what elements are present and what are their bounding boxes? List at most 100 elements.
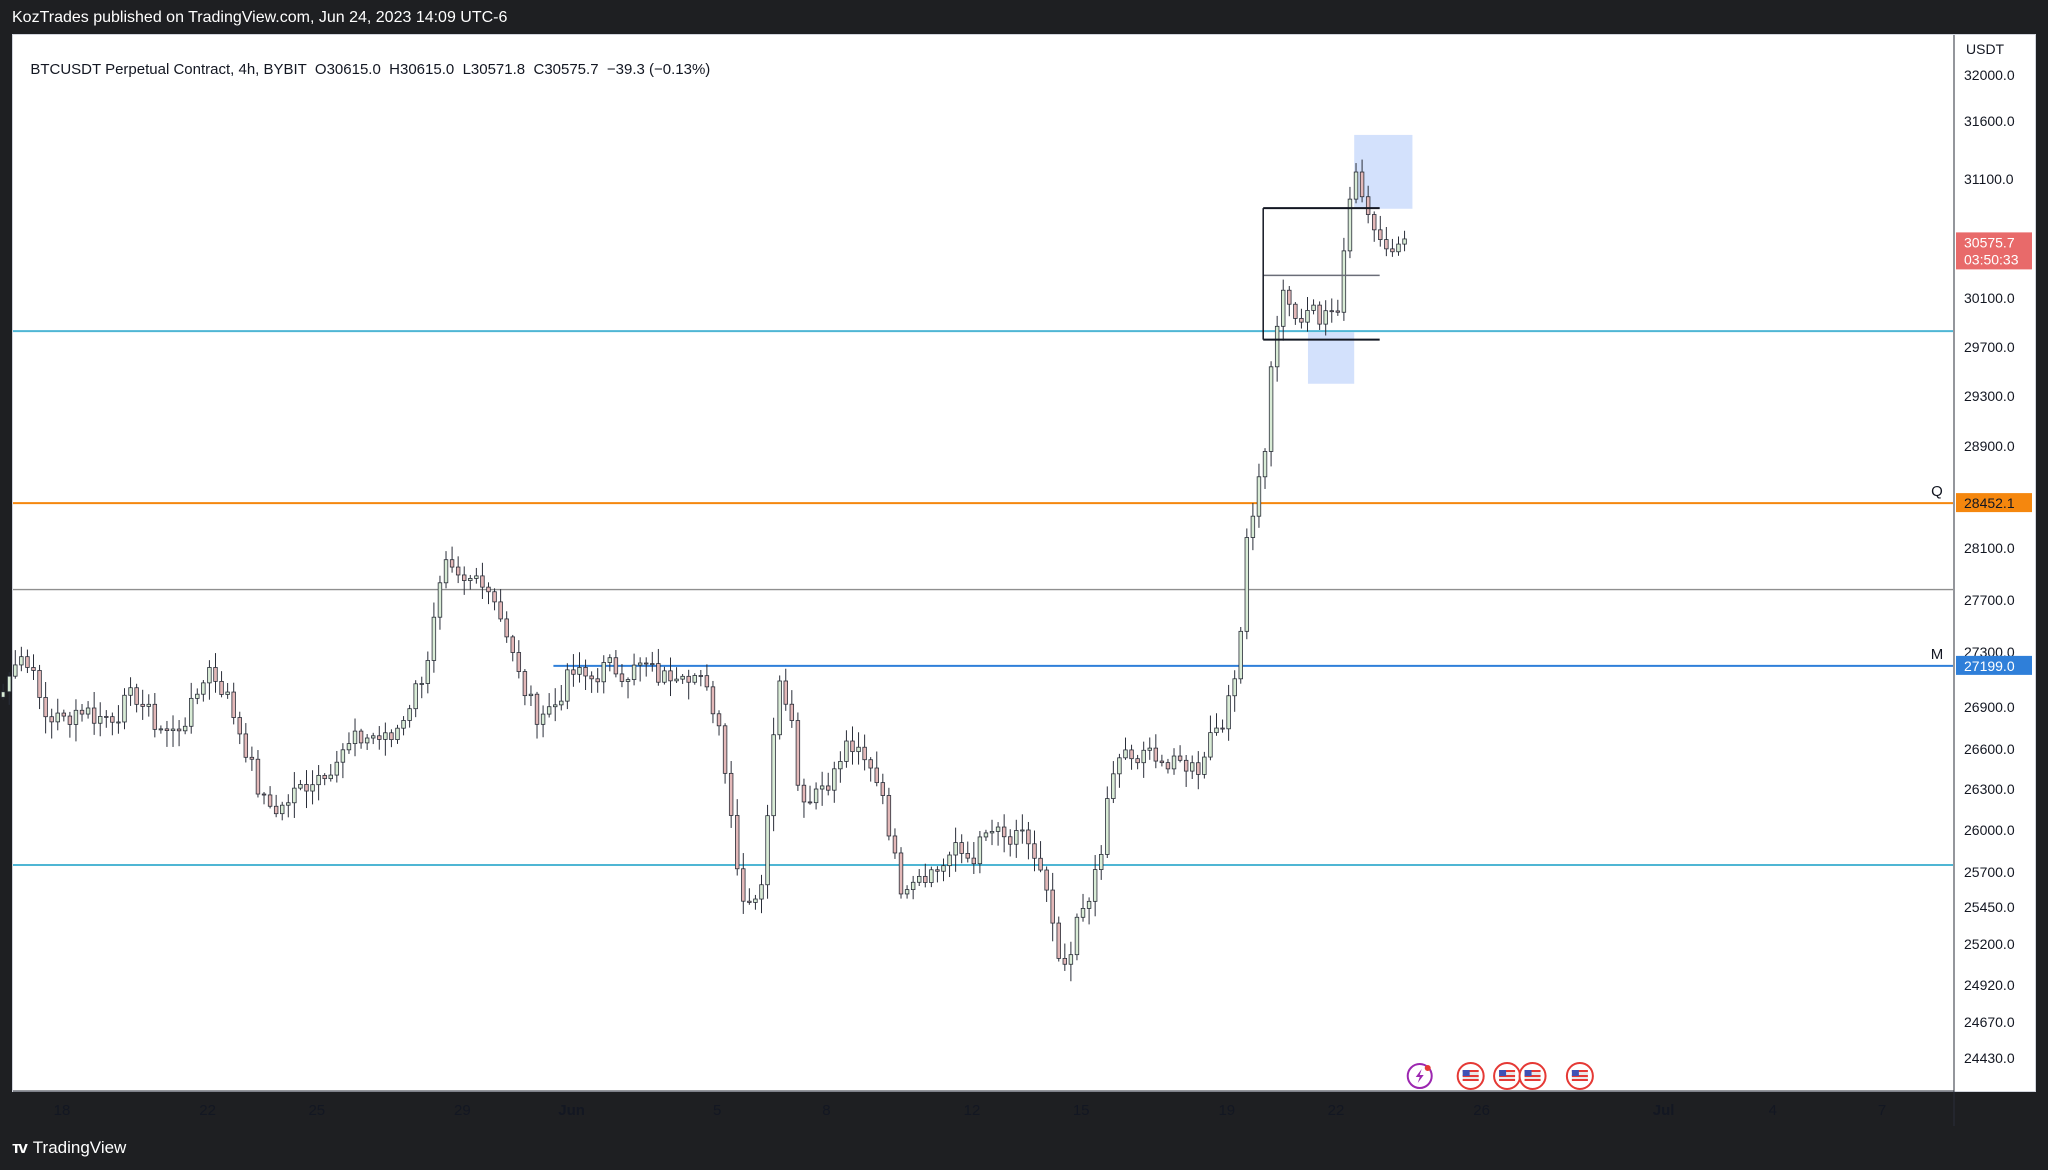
candle-body [1305, 310, 1310, 323]
candle-175 [1050, 872, 1055, 942]
candle-body [662, 670, 667, 683]
candle-98 [583, 659, 588, 690]
candle-body [637, 662, 643, 666]
candle-16 [85, 701, 91, 719]
candle-181 [1086, 897, 1092, 925]
published-by-header: KozTrades published on TradingView.com, … [12, 9, 508, 26]
last-price-badge [1956, 232, 2032, 270]
candle-221 [1329, 298, 1334, 323]
candle-78 [462, 566, 467, 595]
candle-65 [383, 722, 388, 756]
candle-53 [310, 770, 315, 805]
candle-149 [892, 828, 898, 859]
candle-body [273, 805, 279, 815]
candle-body [1232, 678, 1237, 697]
candle-body [267, 794, 273, 807]
candle-body [553, 704, 558, 708]
candle-body [85, 707, 91, 715]
candle-body [571, 669, 576, 675]
candle-220 [1323, 300, 1328, 336]
candle-121 [722, 723, 728, 784]
candle-21 [116, 705, 121, 734]
chart-frame[interactable] [12, 34, 2036, 1092]
candlestick-chart[interactable]: Q M USDT 32000.0 31600.0 31100.0 30100.0 29700.… [0, 0, 2048, 1138]
candle-body [989, 831, 995, 834]
x-tick-label: 22 [1328, 1102, 1345, 1119]
candle-body [1165, 762, 1171, 770]
candle-body [1008, 836, 1013, 845]
candle-body [492, 591, 497, 603]
candle-87 [516, 640, 522, 679]
candle-10 [49, 708, 54, 739]
candle-225 [1353, 163, 1359, 204]
candle-body [1074, 916, 1080, 956]
candle-body [286, 802, 291, 806]
candle-body [777, 680, 782, 736]
candle-200 [1202, 751, 1207, 779]
candle-body [1099, 854, 1104, 870]
candle-body [722, 725, 728, 774]
candle-197 [1183, 754, 1189, 787]
candle-231 [1390, 238, 1395, 257]
candle-body [522, 671, 528, 697]
candle-150 [898, 847, 904, 899]
candle-body [292, 787, 297, 804]
candle-body [152, 703, 158, 730]
candle-body [1014, 830, 1019, 845]
x-tick-label: 22 [199, 1102, 216, 1119]
candle-41 [237, 711, 242, 745]
level-badge-bg [1956, 655, 2032, 675]
candle-body [134, 687, 139, 705]
candle-body [1341, 250, 1347, 313]
y-tick-label: 31600.0 [1964, 113, 2015, 129]
candle-159 [953, 827, 958, 872]
candle-92 [546, 693, 552, 718]
candle-116 [692, 673, 697, 685]
candle-body [546, 706, 552, 715]
candle-69 [407, 704, 412, 728]
candle-113 [674, 667, 679, 684]
candle-57 [334, 750, 340, 783]
candle-body [583, 667, 588, 677]
candle-body [856, 746, 861, 753]
candle-body [904, 889, 910, 895]
candle-38 [219, 671, 224, 698]
candle-body [947, 854, 952, 867]
candle-body [832, 768, 837, 791]
candle-body [352, 730, 358, 745]
candle-36 [207, 660, 212, 700]
x-tick-label: 5 [713, 1102, 721, 1119]
candle-15 [79, 704, 85, 722]
y-tick-label: 30100.0 [1964, 290, 2015, 306]
candle-32 [182, 717, 188, 735]
y-tick-label: 25200.0 [1964, 936, 2015, 952]
candle-body [498, 601, 503, 620]
candle-body [104, 716, 109, 718]
candle-195 [1171, 748, 1177, 775]
candle-182 [1092, 855, 1098, 917]
candle-body [1117, 757, 1122, 775]
candle-body [704, 675, 710, 688]
candle-223 [1341, 237, 1347, 321]
candle-body [1050, 889, 1055, 924]
candle-163 [977, 831, 983, 874]
x-tick-label: 4 [1769, 1102, 1777, 1119]
candle-210 [1262, 448, 1268, 489]
candle-body [377, 735, 382, 740]
candle-50 [292, 772, 297, 818]
candle-body [110, 716, 115, 723]
candle-55 [322, 773, 327, 786]
candle-70 [413, 680, 418, 718]
candle-160 [959, 834, 964, 864]
candle-90 [534, 691, 540, 739]
candle-body [1323, 310, 1328, 325]
candle-104 [619, 663, 625, 688]
candle-130 [777, 675, 782, 740]
candle-body [1147, 747, 1152, 751]
candle-177 [1062, 943, 1068, 971]
candle-body [1238, 630, 1243, 680]
candle-43 [249, 746, 255, 771]
candle-138 [826, 772, 831, 796]
candle-88 [522, 669, 528, 706]
tradingview-logo[interactable]: ᴛᴠ TradingView [12, 1138, 126, 1158]
